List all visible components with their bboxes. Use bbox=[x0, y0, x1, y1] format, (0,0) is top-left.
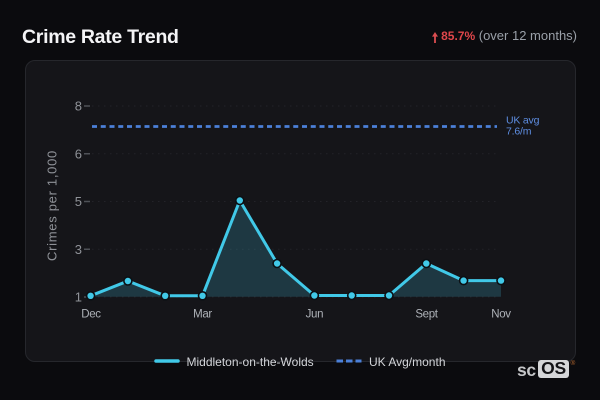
svg-text:7.6/m: 7.6/m bbox=[506, 126, 532, 138]
svg-text:Dec: Dec bbox=[81, 308, 101, 320]
svg-text:UK Avg/month: UK Avg/month bbox=[369, 355, 446, 369]
svg-text:3: 3 bbox=[75, 242, 82, 257]
svg-text:8: 8 bbox=[75, 99, 82, 114]
svg-text:Middleton-on-the-Wolds: Middleton-on-the-Wolds bbox=[187, 355, 314, 369]
svg-text:UK avg: UK avg bbox=[506, 115, 540, 127]
svg-text:Crimes per 1,000: Crimes per 1,000 bbox=[45, 150, 60, 261]
svg-text:6: 6 bbox=[75, 146, 82, 161]
svg-text:5: 5 bbox=[75, 194, 82, 209]
svg-text:Jun: Jun bbox=[306, 308, 324, 320]
svg-text:Mar: Mar bbox=[193, 308, 212, 320]
svg-text:Nov: Nov bbox=[491, 308, 511, 320]
svg-text:Sept: Sept bbox=[415, 308, 438, 320]
svg-text:1: 1 bbox=[75, 290, 82, 305]
